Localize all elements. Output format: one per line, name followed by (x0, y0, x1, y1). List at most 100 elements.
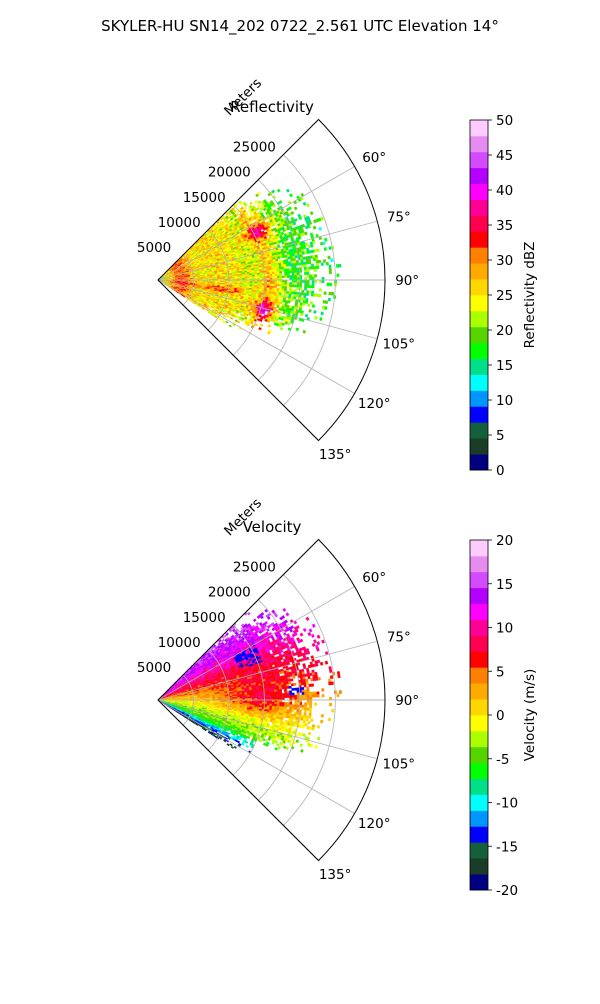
radar-gate-cell (323, 242, 326, 245)
radar-gate-cell (311, 293, 314, 296)
radar-gate-cell (304, 267, 307, 270)
radar-gate-cell (256, 622, 259, 625)
radar-gate-cell (292, 285, 295, 287)
radar-gate-cell (245, 275, 248, 277)
radar-gate-cell (257, 275, 260, 277)
radar-gate-cell (247, 283, 250, 285)
radar-gate-cell (292, 275, 295, 278)
radar-gate-cell (304, 285, 307, 288)
radar-gate-cell (279, 269, 282, 271)
radar-gate-cell (316, 260, 319, 263)
radar-gate-cell (292, 271, 295, 274)
radar-gate-cell (307, 272, 310, 275)
radar-gate-cell (247, 275, 250, 277)
radar-gate-cell (277, 288, 280, 290)
colorbar-segment (470, 247, 488, 263)
radar-gate-cell (316, 263, 319, 266)
radar-gate-cell (247, 277, 250, 279)
radar-gate-cell (290, 259, 293, 262)
radar-gate-cell (294, 273, 297, 276)
radar-gate-cell (314, 266, 317, 269)
radar-gate-cell (272, 268, 275, 270)
radar-gate-cell (336, 264, 339, 267)
radar-gate-cell (245, 285, 248, 287)
radar-gate-cell (275, 318, 278, 321)
radar-gate-cell (297, 268, 300, 271)
radar-gate-cell (311, 291, 314, 294)
radar-gate-cell (303, 330, 306, 333)
radar-gate-cell (223, 315, 226, 317)
radar-gate-cell (296, 328, 299, 331)
radar-gate-cell (310, 211, 313, 215)
radar-gate-cell (325, 301, 328, 304)
radar-gate-cell (229, 325, 232, 328)
colorbar-segment (470, 184, 488, 200)
radar-gate-cell (277, 276, 280, 278)
radar-gate-cell (290, 282, 293, 284)
radar-gate-cell (245, 272, 248, 274)
radar-gate-cell (252, 275, 255, 277)
radar-gate-cell (272, 288, 275, 290)
radar-gate-cell (286, 296, 289, 299)
radar-gate-cell (339, 264, 342, 267)
radar-gate-cell (272, 284, 275, 286)
radar-gate-cell (294, 290, 297, 293)
radar-gate-cell (279, 289, 282, 291)
colorbar-tick-label: 5 (496, 428, 505, 444)
radar-gate-cell (306, 267, 309, 270)
radar-gate-cell (260, 275, 263, 277)
radar-gate-cell (311, 266, 314, 269)
radar-gate-cell (296, 295, 299, 298)
radar-gate-cell (316, 266, 319, 269)
radar-gate-cell (237, 321, 240, 324)
radar-gate-cell (301, 265, 304, 268)
velocity-title: Velocity (243, 518, 302, 536)
radar-gate-cell (315, 316, 318, 319)
radar-gate-cell (289, 271, 292, 274)
radar-gate-cell (329, 268, 332, 271)
radar-gate-cell (310, 244, 313, 247)
colorbar-segment (470, 200, 488, 216)
radar-gate-cell (277, 290, 280, 292)
radar-gate-cell (270, 272, 273, 274)
radar-gate-cell (249, 202, 252, 205)
colorbar-segment (470, 390, 488, 406)
radar-gate-cell (297, 270, 300, 273)
radar-gate-cell (223, 281, 226, 282)
radar-gate-cell (282, 323, 285, 326)
radar-gate-cell (294, 270, 297, 273)
radar-gate-cell (296, 292, 299, 295)
velocity-data (158, 608, 342, 753)
radar-gate-cell (292, 268, 295, 271)
colorbar-segment (470, 311, 488, 327)
radar-gate-cell (223, 321, 226, 324)
radar-gate-cell (312, 283, 315, 286)
radar-gate-cell (250, 273, 253, 275)
radar-gate-cell (267, 272, 270, 274)
radar-gate-cell (291, 296, 294, 299)
radar-gate-cell (272, 272, 275, 274)
radar-gate-cell (323, 259, 326, 262)
radar-gate-cell (265, 276, 268, 278)
reflectivity-grid (158, 119, 385, 440)
radar-gate-cell (304, 288, 307, 291)
radar-gate-cell (306, 203, 310, 207)
reflectivity-panel: Reflectivity 500010000150002000025000Met… (137, 75, 538, 479)
radar-gate-cell (306, 290, 309, 293)
radar-gate-cell (295, 299, 298, 302)
radar-gate-cell (277, 189, 281, 193)
radar-gate-cell (255, 277, 257, 279)
radar-gate-cell (287, 271, 290, 273)
colorbar-segment (470, 263, 488, 279)
radar-gate-cell (319, 227, 322, 231)
radar-gate-cell (289, 289, 292, 292)
radar-gate-cell (230, 317, 233, 319)
radar-gate-cell (222, 639, 225, 642)
radar-gate-cell (305, 243, 308, 246)
radar-gate-cell (280, 284, 283, 286)
radar-gate-cell (307, 304, 310, 307)
radar-gate-cell (284, 284, 287, 286)
radar-gate-cell (274, 288, 277, 290)
colorbar-segment (470, 136, 488, 152)
colorbar-tick-label: 25 (496, 288, 513, 304)
